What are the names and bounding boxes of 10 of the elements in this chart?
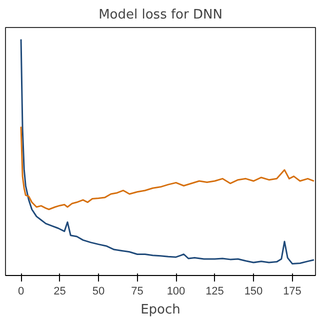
chart-title: Model loss for DNN <box>98 8 222 22</box>
x-tick-label: 100 <box>166 286 186 298</box>
x-tick-label: 75 <box>131 286 144 298</box>
x-tick-label: 50 <box>92 286 105 298</box>
x-tick-label: 125 <box>206 286 224 298</box>
x-tick-label: 25 <box>54 286 66 298</box>
x-tick-label: 150 <box>244 286 263 298</box>
x-tick-label: 0 <box>18 286 24 298</box>
x-tick-label: 175 <box>283 286 302 298</box>
x-axis-title: Epoch <box>140 302 180 318</box>
